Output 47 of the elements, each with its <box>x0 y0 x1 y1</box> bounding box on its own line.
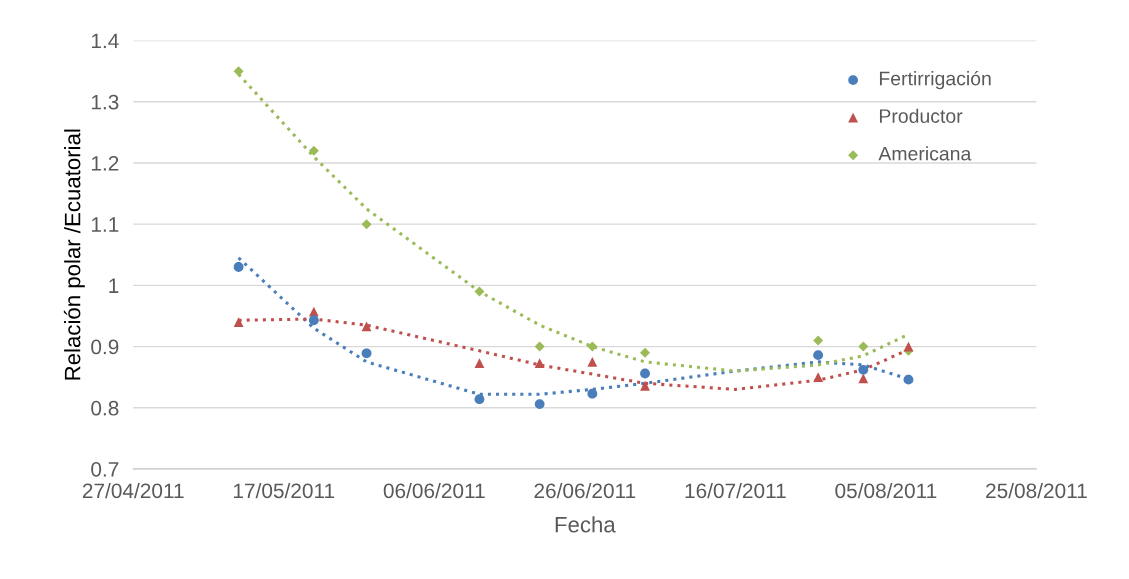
point <box>587 356 598 367</box>
x-tick-label: 27/04/2011 <box>82 482 184 499</box>
y-tick-label: 1 <box>109 278 119 293</box>
y-tick-label: 0.8 <box>91 400 119 416</box>
point <box>534 341 545 352</box>
point <box>361 321 372 332</box>
point <box>308 145 319 156</box>
point <box>361 348 372 359</box>
x-tick-label: 06/06/2011 <box>383 482 485 499</box>
point <box>813 335 824 346</box>
x-tick-label: 16/07/2011 <box>685 482 786 499</box>
point <box>361 219 372 230</box>
y-tick-label: 1.2 <box>91 155 119 171</box>
point <box>903 374 914 385</box>
point <box>858 373 869 384</box>
legend-label: Americana <box>878 146 972 161</box>
y-tick-label: 1.4 <box>91 33 119 49</box>
legend-label: Productor <box>879 108 963 123</box>
point <box>308 315 319 326</box>
x-axis-title: Fecha <box>555 516 616 533</box>
point <box>813 372 824 383</box>
x-tick-label: 05/08/2011 <box>835 482 937 499</box>
point <box>474 394 485 405</box>
x-tick-label: 26/06/2011 <box>534 482 636 499</box>
x-tick-label: 25/08/2011 <box>986 482 1087 499</box>
y-tick-label: 1.3 <box>91 94 119 110</box>
point <box>534 399 545 410</box>
y-tick-label: 0.7 <box>91 461 119 477</box>
y-axis-title: Relación polar /Ecuatorial <box>63 129 85 380</box>
point <box>587 388 598 399</box>
point <box>233 262 244 272</box>
point <box>640 380 650 391</box>
point <box>534 358 545 369</box>
legend-label: Fertirrigación <box>879 70 991 90</box>
point <box>474 286 485 297</box>
point <box>858 364 869 375</box>
point <box>233 317 244 327</box>
point <box>474 358 485 369</box>
y-tick-label: 1.1 <box>91 217 119 232</box>
point <box>858 341 869 352</box>
point <box>233 66 244 77</box>
point <box>640 347 651 358</box>
point <box>813 350 824 361</box>
y-tick-label: 0.9 <box>91 339 119 355</box>
x-tick-label: 17/05/2011 <box>233 482 335 499</box>
point <box>587 341 598 352</box>
point <box>640 368 650 379</box>
